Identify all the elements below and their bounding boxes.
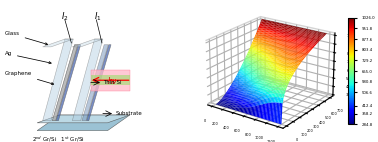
Text: Glass: Glass	[5, 32, 48, 45]
Text: 2$^{nd}$ Gr/Si   1$^{st}$ Gr/Si: 2$^{nd}$ Gr/Si 1$^{st}$ Gr/Si	[32, 135, 84, 142]
Polygon shape	[37, 115, 130, 131]
Polygon shape	[91, 75, 130, 85]
Text: $h\nu$: $h\nu$	[107, 76, 118, 86]
Text: Thin Si: Thin Si	[104, 80, 122, 85]
Polygon shape	[43, 39, 73, 121]
Polygon shape	[87, 45, 111, 121]
Polygon shape	[72, 39, 103, 47]
Polygon shape	[56, 45, 81, 121]
Polygon shape	[91, 70, 130, 91]
Polygon shape	[52, 45, 78, 121]
Polygon shape	[72, 39, 103, 121]
Polygon shape	[43, 39, 73, 47]
Text: $I_2$: $I_2$	[61, 10, 69, 23]
Text: Ag: Ag	[5, 51, 51, 64]
Polygon shape	[82, 45, 108, 121]
Text: Substrate: Substrate	[115, 111, 142, 116]
Polygon shape	[37, 115, 130, 123]
Text: Graphene: Graphene	[5, 71, 54, 85]
Text: $I_1$: $I_1$	[94, 10, 101, 23]
